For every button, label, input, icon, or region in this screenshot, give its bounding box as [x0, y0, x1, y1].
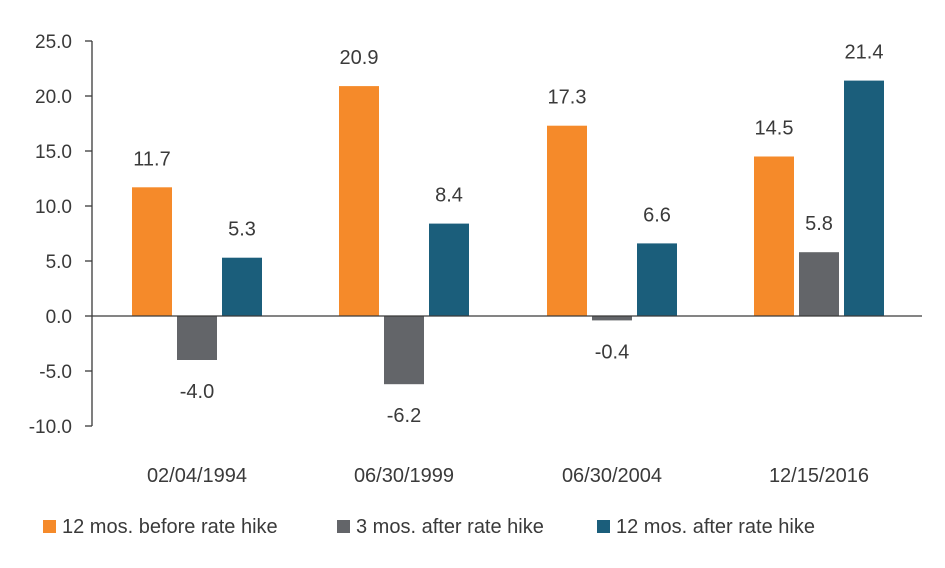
bar [754, 156, 794, 316]
legend-item: 12 mos. after rate hike [597, 516, 815, 538]
y-tick-label: -10.0 [29, 417, 72, 438]
data-label: -0.4 [595, 341, 629, 363]
y-tick-label: 0.0 [46, 307, 72, 328]
data-label: 5.3 [228, 219, 256, 241]
y-tick-label: 15.0 [35, 142, 72, 163]
bar [844, 80, 884, 316]
legend-item: 3 mos. after rate hike [337, 516, 544, 538]
legend-item: 12 mos. before rate hike [43, 516, 278, 538]
x-category-label: 02/04/1994 [147, 465, 247, 487]
x-category-label: 06/30/2004 [562, 465, 662, 487]
y-tick-label: 5.0 [46, 252, 72, 273]
data-label: 6.6 [643, 204, 671, 226]
bar [429, 223, 469, 316]
y-tick-label: 20.0 [35, 87, 72, 108]
bars-group [132, 80, 884, 385]
y-tick-label: 10.0 [35, 197, 72, 218]
x-axis: 02/04/1994 06/30/1999 06/30/2004 12/15/2016 [92, 315, 922, 487]
bar [222, 257, 262, 316]
data-label: 21.4 [845, 42, 884, 64]
data-label: 5.8 [805, 213, 833, 235]
bar [799, 252, 839, 316]
y-tick-label: 25.0 [35, 32, 72, 53]
data-labels-group: 11.7 -4.0 5.3 20.9 -6.2 8.4 17.3 -0.4 6.6 14.5 5.8… [133, 42, 883, 428]
x-category-label: 12/15/2016 [769, 465, 869, 487]
bar [384, 316, 424, 385]
legend-swatch [43, 520, 56, 533]
data-label: -4.0 [180, 381, 214, 403]
bar [592, 316, 632, 321]
legend-label: 12 mos. before rate hike [62, 516, 278, 538]
bar [132, 187, 172, 316]
y-axis: 25.0 20.0 15.0 10.0 5.0 0.0 -5.0 -10.0 [29, 32, 93, 438]
data-label: 11.7 [133, 148, 170, 170]
y-tick-label: -5.0 [39, 362, 72, 383]
bar [177, 316, 217, 360]
legend-label: 12 mos. after rate hike [616, 516, 815, 538]
data-label: 8.4 [435, 185, 463, 207]
legend-swatch [337, 520, 350, 533]
data-label: 17.3 [548, 87, 587, 109]
legend-swatch [597, 520, 610, 533]
legend: 12 mos. before rate hike 3 mos. after rat… [43, 516, 815, 538]
bar [637, 243, 677, 316]
data-label: 14.5 [755, 118, 794, 140]
x-category-label: 06/30/1999 [354, 465, 454, 487]
bar [547, 125, 587, 316]
legend-label: 3 mos. after rate hike [356, 516, 544, 538]
data-label: 20.9 [340, 47, 379, 69]
data-label: -6.2 [387, 405, 421, 427]
bar [339, 86, 379, 316]
